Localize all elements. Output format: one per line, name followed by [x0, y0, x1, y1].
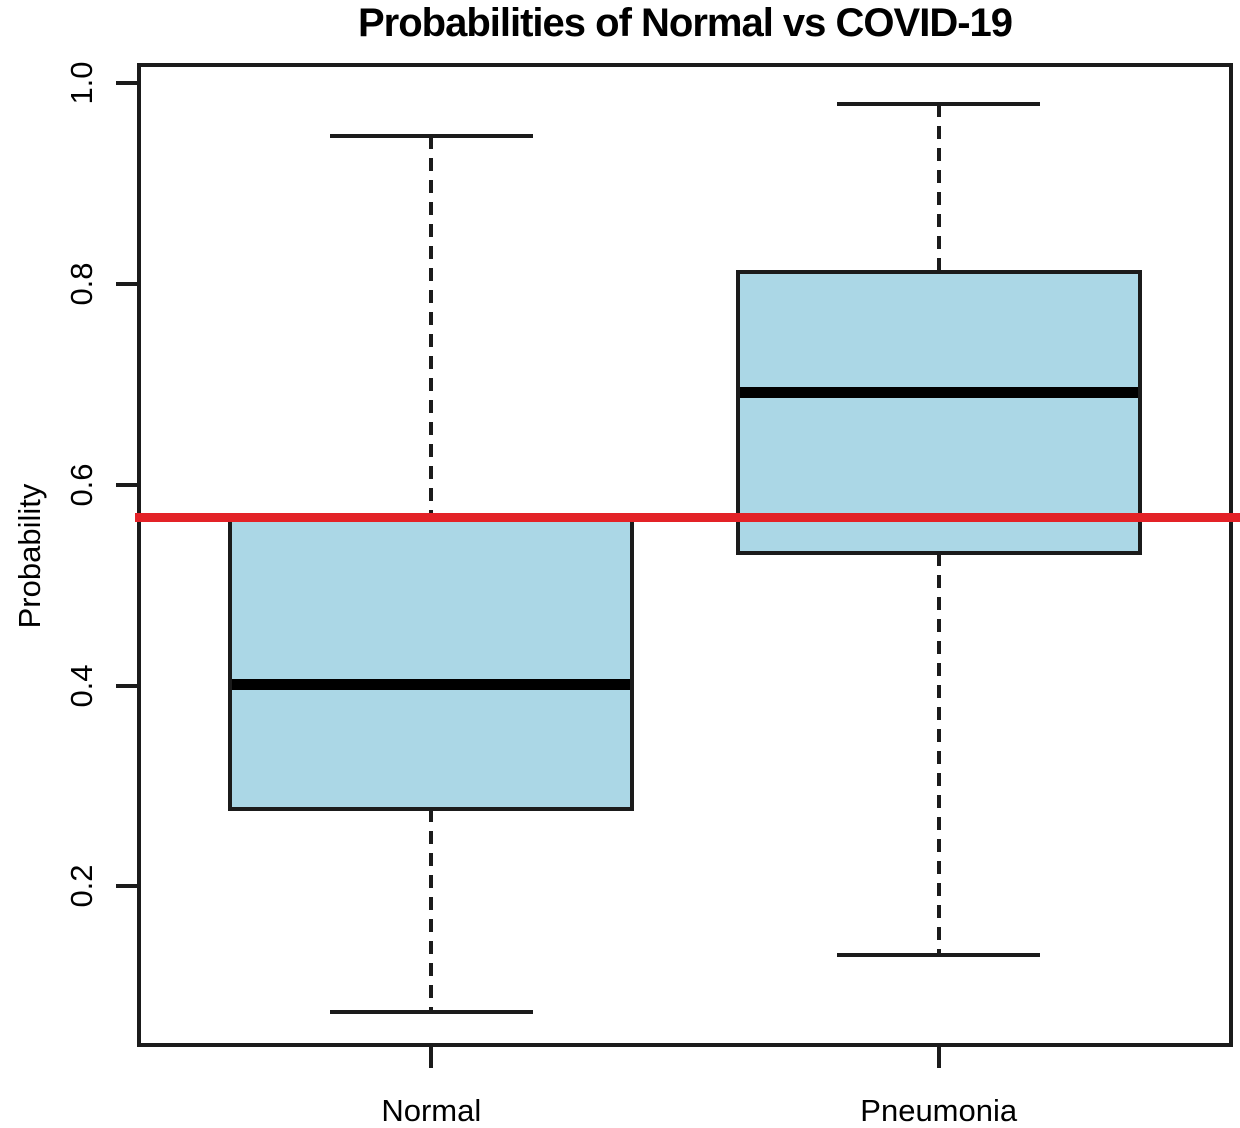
- whisker-lower-cap-normal: [329, 1009, 533, 1014]
- y-tick-mark: [116, 81, 137, 86]
- whisker-lower-cap-pneumonia: [837, 952, 1041, 957]
- y-tick-mark: [116, 683, 137, 688]
- x-axis-label: Pneumonia: [860, 1093, 1018, 1128]
- whisker-upper-cap-normal: [329, 134, 533, 139]
- median-line-pneumonia: [739, 386, 1138, 398]
- y-tick-label: 0.8: [64, 262, 99, 306]
- x-tick-mark: [936, 1047, 941, 1068]
- y-tick-label: 0.2: [64, 864, 99, 908]
- y-tick-label: 0.4: [64, 663, 99, 708]
- chart-title: Probabilities of Normal vs COVID-19: [357, 1, 1013, 45]
- y-tick-label: 1.0: [64, 61, 99, 105]
- whisker-lower-line-pneumonia: [936, 552, 941, 955]
- threshold-line: [135, 513, 1240, 523]
- x-tick-mark: [429, 1047, 434, 1068]
- whisker-lower-line-normal: [429, 809, 434, 1012]
- whisker-upper-line-normal: [429, 136, 434, 520]
- box-pneumonia: [735, 269, 1142, 555]
- y-tick-label: 0.6: [64, 463, 99, 507]
- whisker-upper-line-pneumonia: [936, 104, 941, 272]
- plot-area: [137, 63, 1233, 1047]
- y-tick-mark: [116, 281, 137, 286]
- whisker-upper-cap-pneumonia: [837, 102, 1041, 107]
- median-line-normal: [232, 679, 631, 691]
- y-axis-title: Probability: [12, 483, 47, 629]
- box-normal: [228, 517, 635, 812]
- x-axis-label: Normal: [381, 1093, 482, 1128]
- y-tick-mark: [116, 482, 137, 487]
- y-tick-mark: [116, 884, 137, 889]
